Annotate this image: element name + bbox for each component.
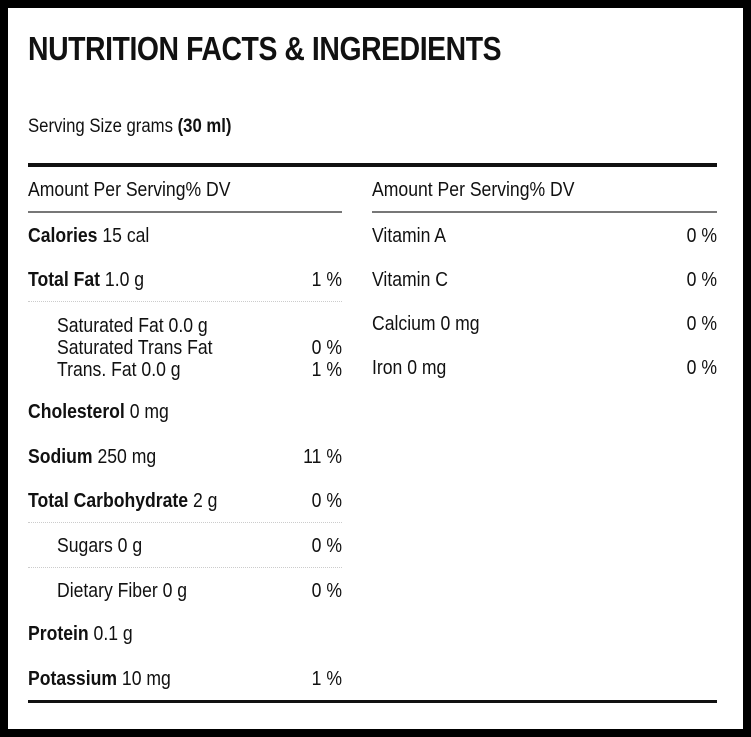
dv-potassium: 1 %: [311, 668, 342, 690]
row-vitamin-a: Vitamin A: [372, 225, 456, 248]
divider: [28, 301, 342, 303]
row-calcium: Calcium 0 mg: [372, 313, 494, 336]
nutrient-name: Protein: [28, 623, 89, 645]
nutrient-name: Dietary Fiber 0 g: [57, 580, 188, 602]
nutrient-name: Vitamin A: [372, 225, 447, 247]
dv-vitamin-a: 0 %: [686, 225, 717, 247]
nutrient-name: Saturated Trans Fat: [57, 337, 213, 359]
right-column-header: Amount Per Serving% DV: [372, 179, 575, 201]
nutrient-name: Sugars 0 g: [57, 535, 143, 557]
nutrient-amount: 10 mg: [121, 668, 171, 690]
dv-trans-fat: 1 %: [311, 359, 342, 381]
dv-calcium: 0 %: [686, 313, 717, 335]
page-title: NUTRITION FACTS & INGREDIENTS: [28, 30, 502, 67]
dv-iron: 0 %: [686, 357, 717, 379]
row-vitamin-c: Vitamin C: [372, 269, 458, 292]
row-sugars: Sugars 0 g: [57, 535, 154, 558]
serving-size: Serving Size grams (30 ml): [28, 116, 232, 138]
bottom-divider: [28, 700, 717, 703]
nutrient-name: Iron 0 mg: [372, 357, 447, 379]
divider: [28, 522, 342, 524]
serving-size-label: Serving Size grams: [28, 116, 173, 137]
right-header-divider: [372, 211, 717, 213]
row-calories: Calories 15 cal: [28, 225, 166, 248]
dv-vitamin-c: 0 %: [686, 269, 717, 291]
row-saturated-trans-fat: Saturated Trans Fat: [57, 337, 234, 359]
dv-total-fat: 1 %: [311, 269, 342, 291]
serving-size-value: (30 ml): [177, 116, 232, 137]
nutrient-name: Potassium: [28, 668, 118, 690]
nutrient-amount: 15 cal: [102, 225, 150, 247]
nutrient-name: Sodium: [28, 446, 93, 468]
nutrient-amount: 0.1 g: [93, 623, 133, 645]
nutrient-name: Calcium 0 mg: [372, 313, 480, 335]
nutrient-name: Total Carbohydrate: [28, 490, 189, 512]
dv-total-carbohydrate: 0 %: [311, 490, 342, 512]
row-protein: Protein 0.1 g: [28, 623, 147, 646]
row-trans-fat: Trans. Fat 0.0 g: [57, 359, 197, 381]
nutrient-amount: 2 g: [192, 490, 218, 512]
row-sodium: Sodium 250 mg: [28, 446, 174, 469]
dv-dietary-fiber: 0 %: [311, 580, 342, 602]
divider: [28, 567, 342, 569]
top-divider: [28, 163, 717, 167]
nutrient-amount: 0 mg: [129, 401, 169, 423]
row-total-fat: Total Fat 1.0 g: [28, 269, 160, 292]
row-iron: Iron 0 mg: [372, 357, 456, 380]
dv-sugars: 0 %: [311, 535, 342, 557]
nutrient-name: Calories: [28, 225, 98, 247]
left-column-header: Amount Per Serving% DV: [28, 179, 231, 201]
left-header-divider: [28, 211, 342, 213]
row-total-carbohydrate: Total Carbohydrate 2 g: [28, 490, 243, 513]
row-dietary-fiber: Dietary Fiber 0 g: [57, 580, 205, 603]
row-cholesterol: Cholesterol 0 mg: [28, 401, 188, 424]
nutrient-name: Saturated Fat 0.0 g: [57, 315, 208, 337]
nutrient-name: Vitamin C: [372, 269, 448, 291]
nutrient-amount: 1.0 g: [104, 269, 145, 291]
nutrient-name: Total Fat: [28, 269, 101, 291]
nutrition-panel: NUTRITION FACTS & INGREDIENTS Serving Si…: [8, 8, 743, 729]
nutrient-amount: 250 mg: [97, 446, 157, 468]
dv-sodium: 11 %: [303, 446, 342, 468]
row-saturated-fat: Saturated Fat 0.0 g: [57, 315, 228, 337]
nutrient-name: Trans. Fat 0.0 g: [57, 359, 181, 381]
nutrient-name: Cholesterol: [28, 401, 125, 423]
row-potassium: Potassium 10 mg: [28, 668, 190, 691]
dv-saturated-trans-fat: 0 %: [311, 337, 342, 359]
